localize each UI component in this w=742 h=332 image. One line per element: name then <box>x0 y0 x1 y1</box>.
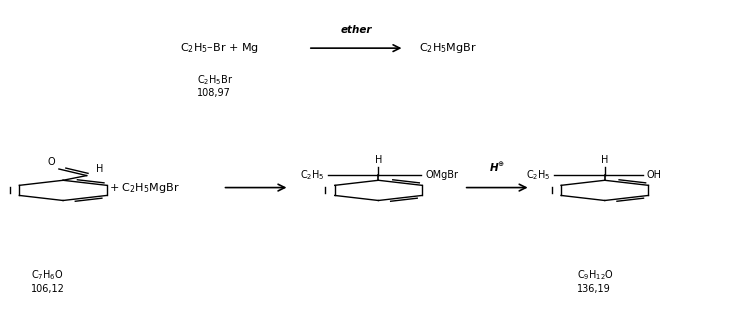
Text: C$_2$H$_5$Br
108,97: C$_2$H$_5$Br 108,97 <box>197 73 233 99</box>
Text: H: H <box>601 155 608 165</box>
Text: C$_7$H$_6$O
106,12: C$_7$H$_6$O 106,12 <box>31 268 65 294</box>
Text: OH: OH <box>646 170 661 180</box>
Text: + C$_2$H$_5$MgBr: + C$_2$H$_5$MgBr <box>109 181 180 195</box>
Text: H$^{\oplus}$: H$^{\oplus}$ <box>489 161 505 174</box>
Text: H: H <box>96 164 103 174</box>
Text: H: H <box>375 155 382 165</box>
Text: O: O <box>47 157 55 167</box>
Text: C$_9$H$_{12}$O
136,19: C$_9$H$_{12}$O 136,19 <box>577 268 614 294</box>
Text: C$_2$H$_5$: C$_2$H$_5$ <box>526 168 551 182</box>
Text: C$_2$H$_5$: C$_2$H$_5$ <box>300 168 324 182</box>
Text: OMgBr: OMgBr <box>425 170 458 180</box>
Text: ether: ether <box>341 25 372 35</box>
Text: C$_2$H$_5$MgBr: C$_2$H$_5$MgBr <box>419 41 477 55</box>
Text: C$_2$H$_5$–Br + Mg: C$_2$H$_5$–Br + Mg <box>180 41 258 55</box>
